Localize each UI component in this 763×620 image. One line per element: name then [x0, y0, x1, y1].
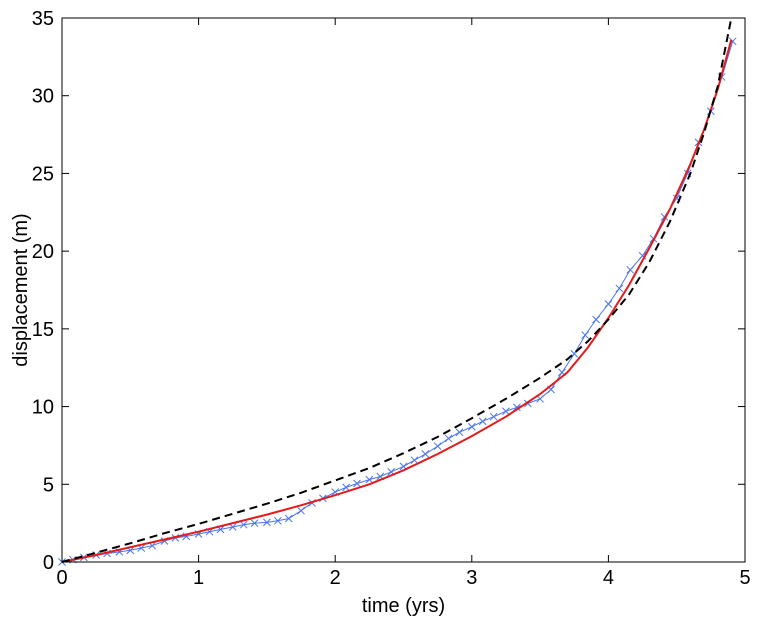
y-tick-label: 5: [43, 474, 54, 496]
ticks-layer: 0 1 2 3 4 5 0 5 10 15 20 25 30 35: [32, 8, 751, 589]
data-point-marker: [365, 475, 374, 484]
y-tick-label: 0: [43, 552, 54, 574]
series-layer: [58, 17, 737, 566]
x-axis-label: time (yrs): [362, 595, 445, 617]
data-point-marker: [467, 422, 476, 431]
y-axis-label: displacement (m): [10, 213, 32, 366]
data-point-marker: [478, 417, 487, 426]
x-tick-label: 4: [603, 567, 614, 589]
data-point-marker: [273, 516, 282, 525]
x-tick-label: 1: [193, 567, 204, 589]
data-point-marker: [421, 450, 430, 458]
series-line-black-dashed: [61, 17, 733, 563]
x-tick-label: 3: [466, 567, 477, 589]
x-tick-label: 0: [56, 567, 67, 589]
y-tick-label: 10: [32, 397, 54, 419]
data-point-marker: [263, 518, 271, 527]
y-tick-label: 30: [32, 86, 54, 108]
data-point-marker: [604, 300, 613, 308]
x-tick-label: 5: [739, 567, 750, 589]
data-point-marker: [513, 403, 521, 412]
data-point-marker: [626, 265, 635, 274]
data-point-marker: [410, 456, 419, 465]
y-tick-label: 15: [32, 319, 54, 341]
data-point-marker: [615, 284, 624, 293]
data-point-marker: [342, 483, 350, 492]
data-point-marker: [444, 434, 453, 443]
plot-frame: [61, 17, 746, 563]
data-point-marker: [502, 407, 510, 416]
data-point-marker: [489, 412, 498, 421]
data-point-marker: [239, 520, 248, 529]
x-tick-label: 2: [330, 567, 341, 589]
y-tick-label: 20: [32, 241, 54, 263]
data-point-marker: [250, 519, 259, 527]
data-point-marker: [455, 428, 464, 437]
data-point-marker: [353, 479, 361, 488]
data-point-marker: [433, 442, 442, 451]
y-tick-label: 25: [32, 163, 54, 185]
y-tick-label: 35: [32, 8, 54, 30]
data-point-marker: [581, 331, 590, 339]
data-point-marker: [297, 506, 305, 515]
series-line-red-solid: [61, 39, 733, 563]
data-point-marker: [592, 315, 600, 324]
plot-background: [62, 18, 745, 562]
data-point-marker: [284, 514, 293, 523]
